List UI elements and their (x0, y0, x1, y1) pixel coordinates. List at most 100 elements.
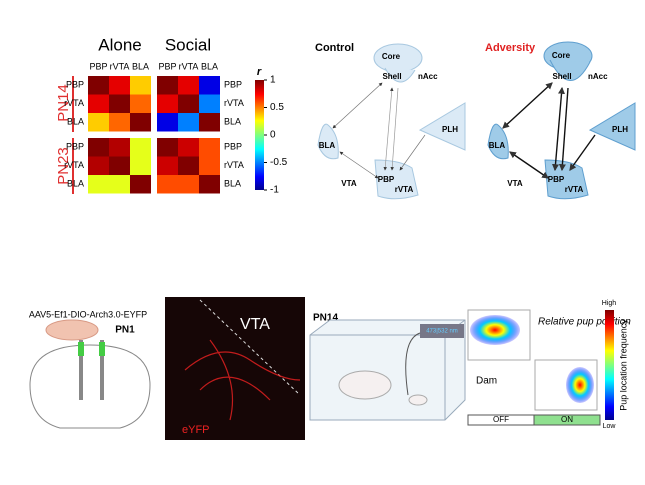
scale-title: Pup location frequency (618, 319, 628, 411)
row-label: rVTA (64, 98, 84, 108)
heat-cell (199, 76, 220, 95)
on-bar (533, 414, 601, 426)
colorbar-tick-label: 1 (270, 75, 276, 86)
bla-node (487, 123, 509, 160)
cable (405, 332, 421, 396)
map-label: Relative pup position (538, 317, 631, 328)
dam-cartoon (338, 370, 392, 400)
node-label: VTA (341, 179, 357, 188)
heat-cell (157, 76, 178, 95)
colorbar-tick-label: 0 (270, 130, 276, 141)
row-label: PBP (224, 142, 242, 152)
node-label: PLH (612, 125, 628, 134)
laser-label: 473|532 nm (426, 329, 458, 335)
connection (502, 82, 553, 129)
laser (420, 324, 464, 338)
age-label: PN1 (115, 325, 135, 336)
heatmap-panel: Alone Social PN14 PN23 r (55, 35, 264, 194)
shell-node (384, 67, 416, 83)
row-label: BLA (67, 179, 84, 189)
heat-cell (199, 138, 220, 157)
row-group-title: PN23 (55, 147, 72, 185)
heat-blob (566, 367, 594, 403)
heat-cell (109, 76, 130, 95)
fiber-tip (78, 342, 84, 356)
bracket (72, 138, 74, 194)
node-label: Shell (552, 72, 571, 81)
node-label: Core (552, 51, 571, 60)
heat-blob (470, 315, 520, 345)
pup-cartoon (408, 394, 428, 406)
heat-cell (178, 156, 199, 175)
connection (390, 87, 399, 171)
row-label: rVTA (224, 98, 244, 108)
age-label: PN14 (313, 313, 338, 324)
colorbar-tick-label: 0.5 (270, 102, 284, 113)
row-label: BLA (224, 117, 241, 127)
heat-cell (157, 156, 178, 175)
node-label: nAcc (588, 72, 608, 81)
network-title: Control (315, 42, 354, 54)
fiber (79, 340, 83, 400)
network-control: Control Core Shell nAcc BLA PLH VTA PBP … (315, 42, 466, 200)
scale-label: Low (603, 423, 617, 430)
col-label: rVTA (179, 61, 199, 71)
heat-cell (109, 138, 130, 157)
connection (339, 151, 379, 179)
image-label: eYFP (182, 424, 210, 436)
connection (552, 86, 565, 172)
row-label: BLA (224, 179, 241, 189)
heat-cell (109, 94, 130, 113)
node-label: PLH (442, 125, 458, 134)
connection (399, 134, 426, 171)
row-label: rVTA (224, 160, 244, 170)
connection (332, 82, 383, 129)
row-label: BLA (67, 117, 84, 127)
fiber (100, 340, 104, 400)
brain-slice (29, 344, 151, 429)
row-label: rVTA (64, 160, 84, 170)
colorbar-label: r (257, 66, 262, 78)
heat-cell (88, 113, 109, 132)
heat-cell (157, 175, 178, 194)
heat-cell (130, 156, 151, 175)
node-label: PBP (548, 175, 565, 184)
colorbar (605, 310, 614, 420)
column-title: Alone (98, 35, 141, 54)
on-label: ON (561, 415, 573, 424)
row-group-title: PN14 (55, 84, 72, 122)
heat-cell (88, 76, 109, 95)
histology-image (165, 297, 305, 440)
boundary (199, 299, 301, 396)
heat-cell (178, 175, 199, 194)
node-label: BLA (319, 141, 336, 150)
heat-cell (109, 156, 130, 175)
node-label: Shell (382, 72, 401, 81)
heat-cell (199, 113, 220, 132)
row-label: PBP (66, 142, 84, 152)
col-label: BLA (201, 61, 218, 71)
pup-cartoon (45, 319, 99, 341)
bracket (72, 76, 74, 132)
col-label: PBP (89, 61, 107, 71)
connection (383, 87, 394, 171)
node-label: Core (382, 52, 401, 61)
connection (569, 134, 596, 171)
col-label: PBP (158, 61, 176, 71)
virus-label: AAV5-Ef1-DIO-Arch3.0-EYFP (29, 309, 147, 319)
heat-cell (109, 175, 130, 194)
heat-cell (199, 94, 220, 113)
heat-cell (178, 76, 199, 95)
heat-cell (130, 138, 151, 157)
node-label: PBP (378, 175, 395, 184)
network-adversity: Adversity Core Shell nAcc BLA PLH VTA PB… (485, 41, 636, 200)
heat-cell (199, 156, 220, 175)
colorbar-tick-label: -1 (270, 185, 279, 196)
heat-cell (109, 113, 130, 132)
plh-node (588, 102, 636, 151)
heat-cell (88, 138, 109, 157)
connection (558, 87, 569, 172)
row-label: PBP (224, 80, 242, 90)
heat-cell (178, 138, 199, 157)
image-label: VTA (240, 316, 270, 333)
